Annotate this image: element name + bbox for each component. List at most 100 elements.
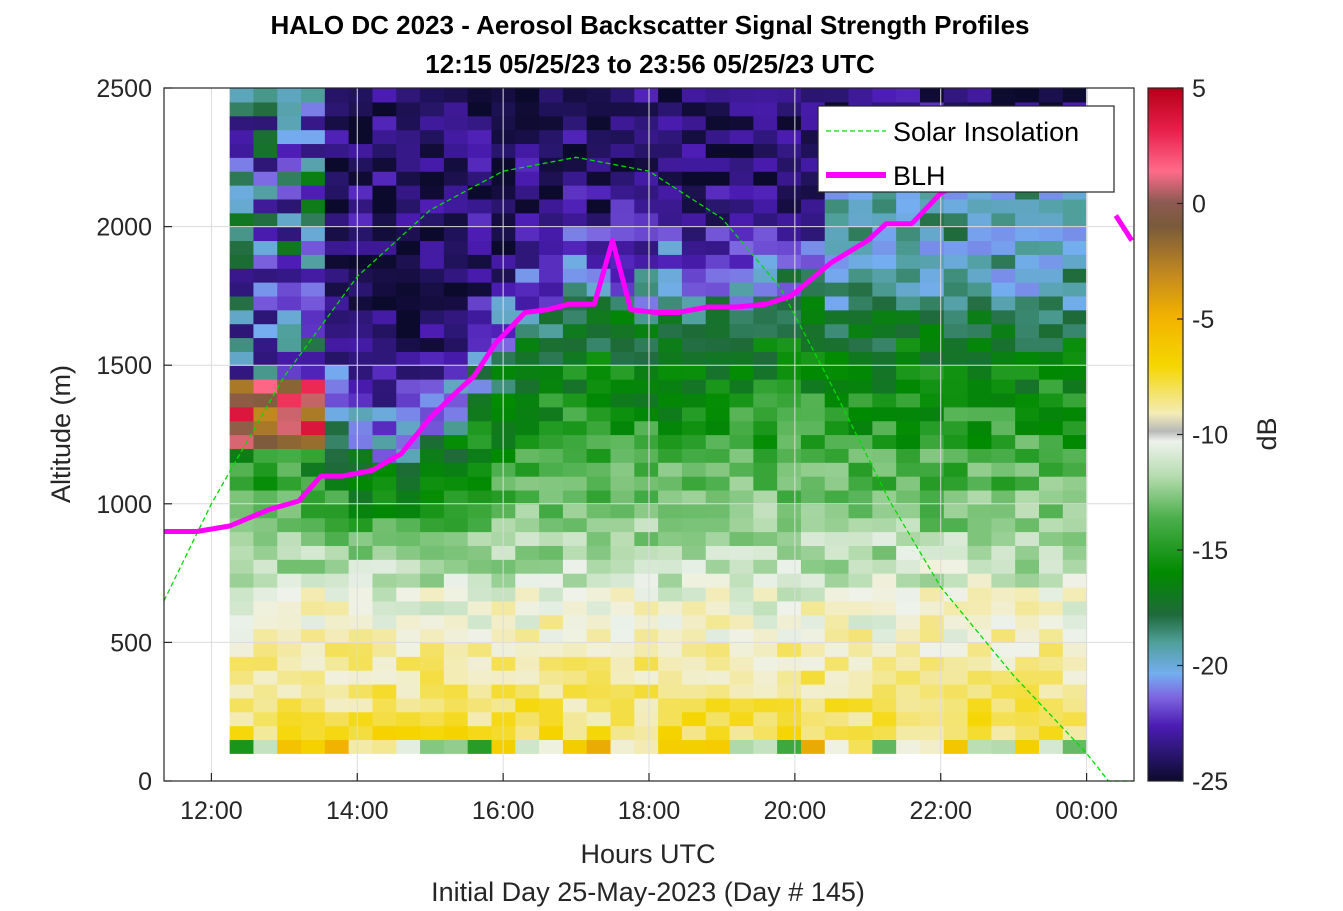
heatmap-cell bbox=[1038, 559, 1064, 574]
heatmap-cell bbox=[562, 88, 588, 103]
heatmap-cell bbox=[586, 559, 612, 574]
heatmap-cell bbox=[991, 226, 1016, 242]
heatmap-cell bbox=[681, 129, 707, 145]
heatmap-cell bbox=[967, 531, 992, 546]
heatmap-cell bbox=[919, 725, 945, 741]
heatmap-cell bbox=[515, 240, 540, 255]
heatmap-cell bbox=[348, 143, 374, 158]
heatmap-cell bbox=[777, 157, 802, 172]
heatmap-cell bbox=[848, 212, 873, 228]
heatmap-cell bbox=[824, 379, 850, 394]
heatmap-cell bbox=[896, 295, 921, 311]
legend: Solar Insolation BLH bbox=[817, 105, 1115, 193]
heatmap-cell bbox=[943, 559, 969, 574]
heatmap-cell bbox=[301, 240, 326, 255]
heatmap-cell bbox=[1015, 351, 1040, 366]
heatmap-cell bbox=[1015, 212, 1040, 228]
heatmap-cell bbox=[824, 337, 850, 352]
heatmap-cell bbox=[634, 115, 659, 131]
heatmap-cell bbox=[1038, 254, 1064, 269]
heatmap-cell bbox=[658, 517, 683, 533]
heatmap-cell bbox=[991, 517, 1016, 533]
heatmap-cell bbox=[348, 309, 374, 325]
heatmap-cell bbox=[896, 683, 921, 699]
heatmap-cell bbox=[729, 614, 754, 630]
heatmap-cell bbox=[705, 171, 731, 186]
heatmap-cell bbox=[253, 101, 278, 117]
heatmap-cell bbox=[729, 545, 754, 560]
heatmap-cell bbox=[824, 697, 850, 713]
heatmap-cell bbox=[229, 226, 255, 242]
heatmap-cell bbox=[253, 254, 278, 269]
heatmap-cell bbox=[443, 351, 469, 366]
heatmap-cell bbox=[539, 628, 564, 643]
heatmap-cell bbox=[1062, 448, 1088, 463]
heatmap-cell bbox=[372, 517, 397, 533]
heatmap-cell bbox=[753, 489, 778, 505]
heatmap-cell bbox=[324, 420, 350, 436]
heatmap-cell bbox=[753, 240, 778, 255]
heatmap-cell bbox=[753, 600, 778, 616]
heatmap-cell bbox=[467, 171, 493, 186]
heatmap-cell bbox=[800, 642, 826, 657]
heatmap-cell bbox=[872, 365, 897, 380]
heatmap-cell bbox=[610, 503, 635, 519]
heatmap-cell bbox=[896, 462, 921, 477]
heatmap-cell bbox=[896, 711, 921, 727]
heatmap-cell bbox=[658, 212, 683, 228]
heatmap-cell bbox=[491, 531, 516, 546]
heatmap-cell bbox=[1015, 739, 1040, 754]
x-axis-label-secondary: Initial Day 25-May-2023 (Day # 145) bbox=[431, 877, 865, 907]
heatmap-cell bbox=[301, 351, 326, 366]
heatmap-cell bbox=[324, 240, 350, 255]
heatmap-cell bbox=[777, 600, 802, 616]
heatmap-cell bbox=[729, 240, 754, 255]
heatmap-cell bbox=[991, 351, 1016, 366]
heatmap-cell bbox=[562, 725, 588, 741]
heatmap-cell bbox=[396, 365, 421, 380]
heatmap-cell bbox=[396, 725, 421, 741]
heatmap-cell bbox=[491, 129, 516, 145]
heatmap-cell bbox=[681, 614, 707, 630]
heatmap-cell bbox=[229, 268, 255, 283]
heatmap-cell bbox=[229, 683, 255, 699]
heatmap-cell bbox=[1062, 642, 1088, 657]
heatmap-cell bbox=[681, 337, 707, 352]
series-line-blh-segment bbox=[1113, 214, 1134, 242]
heatmap-cell bbox=[896, 642, 921, 657]
heatmap-cell bbox=[872, 642, 897, 657]
heatmap-cell bbox=[729, 268, 754, 283]
heatmap-cell bbox=[301, 545, 326, 560]
heatmap-cell bbox=[872, 254, 897, 269]
heatmap-cell bbox=[586, 656, 612, 671]
heatmap-cell bbox=[777, 573, 802, 588]
heatmap-cell bbox=[491, 600, 516, 616]
heatmap-cell bbox=[491, 379, 516, 394]
heatmap-cell bbox=[443, 115, 469, 131]
heatmap-cell bbox=[1038, 503, 1064, 519]
heatmap-cell bbox=[515, 614, 540, 630]
heatmap-cell bbox=[919, 351, 945, 366]
heatmap-cell bbox=[467, 683, 493, 699]
heatmap-cell bbox=[777, 268, 802, 283]
heatmap-cell bbox=[872, 268, 897, 283]
heatmap-cell bbox=[562, 143, 588, 158]
heatmap-cell bbox=[562, 642, 588, 657]
heatmap-cell bbox=[848, 365, 873, 380]
heatmap-cell bbox=[753, 392, 778, 408]
heatmap-cell bbox=[919, 323, 945, 339]
heatmap-cell bbox=[396, 586, 421, 602]
heatmap-cell bbox=[634, 573, 659, 588]
heatmap-cell bbox=[1038, 226, 1064, 242]
heatmap-cell bbox=[515, 739, 540, 754]
heatmap-cell bbox=[610, 171, 635, 186]
heatmap-cell bbox=[491, 656, 516, 671]
heatmap-cell bbox=[372, 351, 397, 366]
heatmap-cell bbox=[872, 282, 897, 297]
heatmap-cell bbox=[1038, 642, 1064, 657]
heatmap-cell bbox=[372, 489, 397, 505]
heatmap-cell bbox=[396, 559, 421, 574]
heatmap-cell bbox=[396, 101, 421, 117]
heatmap-cell bbox=[824, 573, 850, 588]
